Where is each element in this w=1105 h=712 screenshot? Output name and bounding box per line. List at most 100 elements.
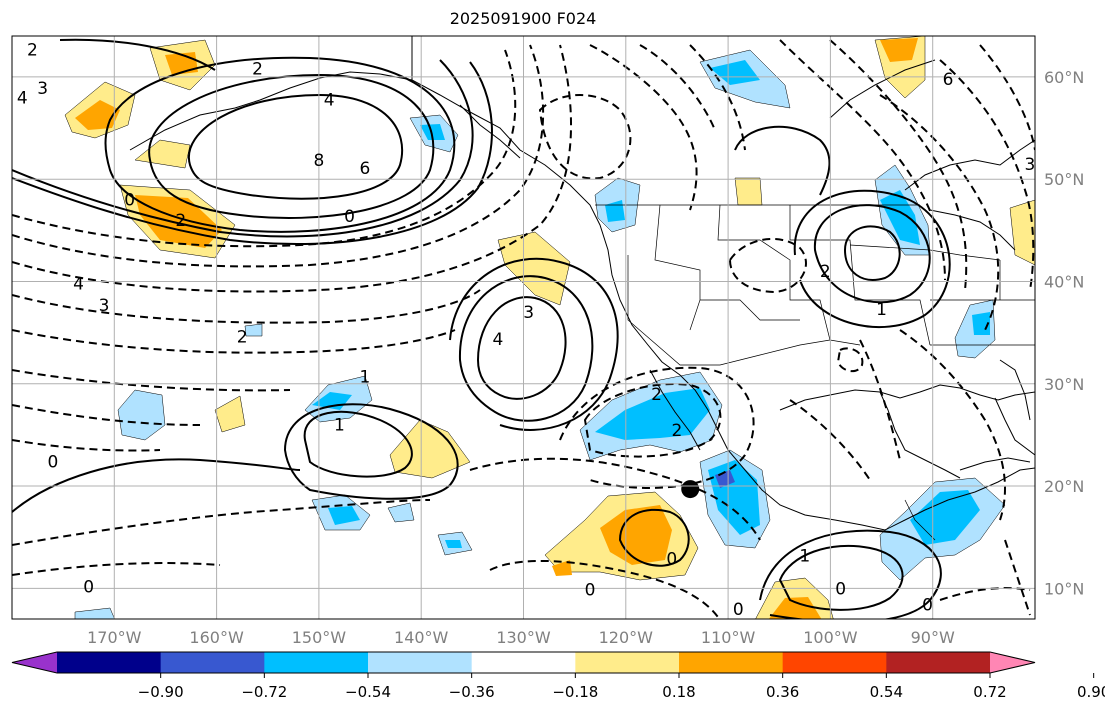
shade-negative: [595, 388, 710, 440]
contour-label: 6: [943, 70, 954, 90]
longitude-tick-label: 140°W: [394, 628, 449, 647]
shade-negative: [328, 506, 360, 525]
coastline: [994, 397, 1035, 456]
border: [849, 244, 1001, 261]
latitude-labels: 60°N 50°N 40°N 30°N 20°N 10°N: [1044, 68, 1084, 598]
contour-line-dashed: [836, 347, 864, 373]
contour-line-dashed: [12, 329, 456, 354]
contour-line-dashed: [829, 39, 968, 291]
map-content: [12, 36, 1035, 619]
coastline: [999, 359, 1031, 421]
colorbar-tick-label: 0.90: [1077, 683, 1105, 701]
contour-line: [458, 275, 594, 422]
contour-line: [793, 189, 951, 329]
colorbar-segment: [886, 652, 991, 673]
contour-line-dashed: [12, 44, 545, 268]
shade-negative: [117, 389, 166, 441]
longitude-labels: 170°W 160°W 150°W 140°W 130°W 120°W 110°W 100°W…: [87, 628, 955, 647]
longitude-tick-label: 170°W: [87, 628, 142, 647]
contour-label: 2: [651, 385, 662, 405]
negative-contours: [12, 39, 1035, 619]
shade-positive: [134, 139, 191, 169]
contour-line-dashed: [728, 237, 807, 294]
negative-shading: [74, 49, 1006, 619]
contour-line-dashed: [939, 59, 1035, 291]
contour-line: [104, 56, 456, 233]
coastline: [959, 457, 1031, 471]
contour-label: 1: [799, 547, 810, 567]
colorbar-tick-label: 0.54: [870, 683, 903, 701]
contour-label: 4: [17, 88, 28, 108]
gridlines: [12, 36, 1035, 619]
latitude-tick-label: 30°N: [1044, 375, 1084, 394]
contour-label: 2: [27, 40, 38, 60]
contour-label: 3: [523, 303, 534, 323]
shade-negative: [910, 490, 980, 545]
colorbar-extend-min: [12, 652, 57, 673]
colorbar-segment: [160, 652, 265, 673]
contour-line-dashed: [12, 499, 431, 546]
contour-label: 1: [360, 368, 371, 388]
contour-line-dashed: [689, 44, 746, 151]
colorbar-tick-label: −0.36: [449, 683, 495, 701]
latitude-tick-label: 20°N: [1044, 477, 1084, 496]
contour-line-dashed: [538, 94, 632, 180]
shade-negative: [420, 124, 445, 140]
contour-line-dashed: [12, 439, 161, 452]
contour-line: [734, 125, 831, 196]
contour-line-dashed: [12, 44, 572, 293]
coastline: [779, 384, 1035, 411]
colorbar: [11, 651, 1036, 674]
colorbar-tick-label: −0.90: [138, 683, 184, 701]
contour-line: [778, 544, 904, 611]
contour-label: 1: [876, 300, 887, 320]
contour-line: [187, 93, 404, 200]
border: [717, 204, 831, 341]
contour-line: [148, 73, 435, 219]
contour-line: [759, 529, 942, 619]
latitude-tick-label: 40°N: [1044, 272, 1084, 291]
location-marker: [681, 480, 700, 499]
contour-label: 0: [124, 191, 135, 211]
colorbar-tick-label: −0.72: [241, 683, 287, 701]
contour-line-dashed: [859, 339, 901, 461]
shade-positive: [1009, 199, 1035, 266]
contour-line-dashed: [1004, 539, 1031, 616]
contour-line: [476, 296, 567, 400]
border: [789, 205, 931, 346]
contour-line-dashed: [469, 457, 761, 541]
border: [627, 255, 861, 366]
colorbar-extend-max: [990, 652, 1035, 673]
shade-positive: [734, 177, 763, 206]
contour-label: 0: [344, 207, 355, 227]
contour-line: [303, 410, 413, 478]
contour-line-dashed: [899, 329, 1006, 521]
contour-line-dashed: [979, 44, 1035, 151]
contour-line-dashed: [779, 39, 946, 281]
contour-label: 0: [733, 600, 744, 620]
coastline: [904, 139, 1035, 191]
contour-label: 0: [83, 577, 94, 597]
shade-positive: [552, 560, 572, 576]
contour-label: 3: [37, 79, 48, 99]
contour-label: 0: [922, 596, 933, 616]
contour-label: 4: [73, 275, 84, 295]
contour-label: 2: [175, 211, 186, 231]
border: [700, 299, 800, 321]
contour-line: [12, 59, 474, 238]
contour-label: 2: [252, 60, 263, 80]
contour-line-dashed: [589, 44, 698, 211]
shade-negative: [244, 323, 263, 337]
contour-label: 6: [360, 159, 371, 179]
shade-negative: [387, 502, 415, 523]
colorbar-tick-label: 0.72: [973, 683, 1006, 701]
contour-line-dashed: [879, 94, 1000, 331]
coastline: [879, 391, 961, 479]
shade-negative: [710, 60, 760, 85]
longitude-tick-label: 100°W: [803, 628, 858, 647]
contour-line: [449, 257, 619, 431]
contour-label: 3: [1024, 155, 1035, 175]
shade-negative: [445, 540, 462, 548]
